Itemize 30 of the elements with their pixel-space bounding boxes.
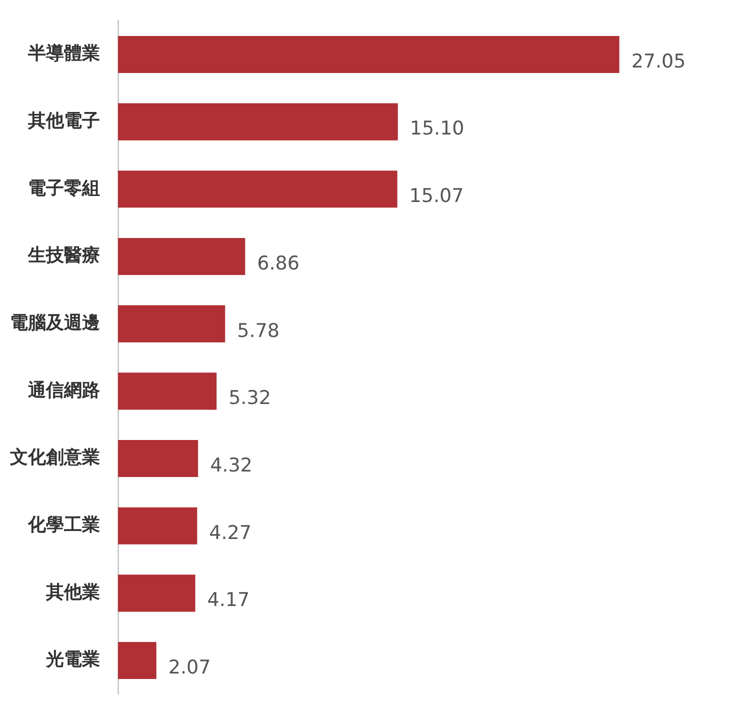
data-label: 2.07 bbox=[168, 656, 211, 678]
data-label: 15.07 bbox=[409, 185, 464, 208]
y-tick-label: 電子零組 bbox=[28, 178, 100, 199]
bar bbox=[118, 170, 398, 208]
data-label: 4.27 bbox=[209, 522, 252, 544]
data-label: 15.10 bbox=[410, 118, 464, 140]
data-label: 5.32 bbox=[228, 387, 271, 410]
data-label: 6.86 bbox=[257, 252, 300, 274]
bar bbox=[118, 238, 246, 276]
bar bbox=[118, 36, 620, 73]
bar bbox=[118, 507, 198, 544]
y-tick-label: 通信網路 bbox=[27, 380, 100, 401]
y-tick-label: 其他業 bbox=[45, 582, 100, 603]
bar bbox=[118, 574, 196, 612]
y-tick-label: 其他電子 bbox=[27, 110, 100, 132]
bar bbox=[118, 305, 226, 342]
y-tick-label: 半導體業 bbox=[27, 43, 100, 64]
y-tick-label: 生技醫療 bbox=[27, 245, 100, 266]
data-label: 5.78 bbox=[237, 320, 280, 342]
y-tick-label: 文化創意業 bbox=[9, 447, 100, 468]
y-tick-label: 化學工業 bbox=[27, 514, 100, 536]
data-label: 4.32 bbox=[210, 454, 252, 476]
data-label: 27.05 bbox=[631, 50, 686, 72]
bar bbox=[118, 103, 398, 140]
bar bbox=[118, 642, 156, 680]
data-label: 4.17 bbox=[207, 589, 250, 612]
y-tick-label: 電腦及週邊 bbox=[10, 312, 100, 334]
bar bbox=[118, 440, 198, 478]
y-tick-label: 光電業 bbox=[45, 649, 100, 670]
bar bbox=[118, 372, 217, 410]
